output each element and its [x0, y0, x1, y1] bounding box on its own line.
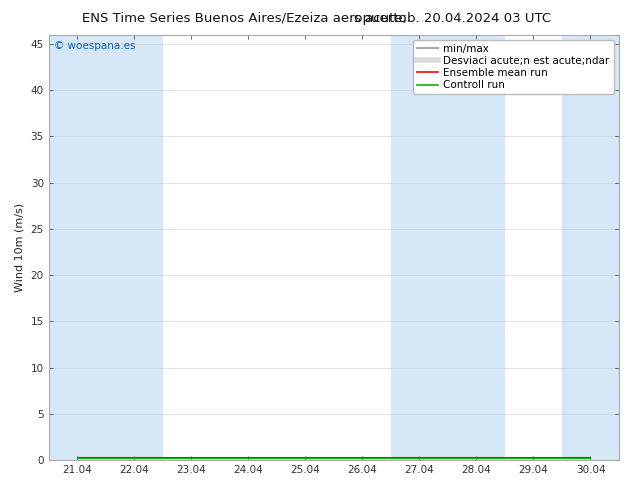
Y-axis label: Wind 10m (m/s): Wind 10m (m/s) — [15, 203, 25, 292]
Text: ENS Time Series Buenos Aires/Ezeiza aeropuerto: ENS Time Series Buenos Aires/Ezeiza aero… — [82, 12, 407, 25]
Bar — [562, 35, 619, 460]
Bar — [391, 35, 448, 460]
Bar — [106, 35, 163, 460]
Bar — [448, 35, 505, 460]
Bar — [49, 35, 106, 460]
Legend: min/max, Desviaci acute;n est acute;ndar, Ensemble mean run, Controll run: min/max, Desviaci acute;n est acute;ndar… — [413, 40, 614, 95]
Text: © woespana.es: © woespana.es — [55, 41, 136, 51]
Text: s acute;b. 20.04.2024 03 UTC: s acute;b. 20.04.2024 03 UTC — [354, 12, 552, 25]
